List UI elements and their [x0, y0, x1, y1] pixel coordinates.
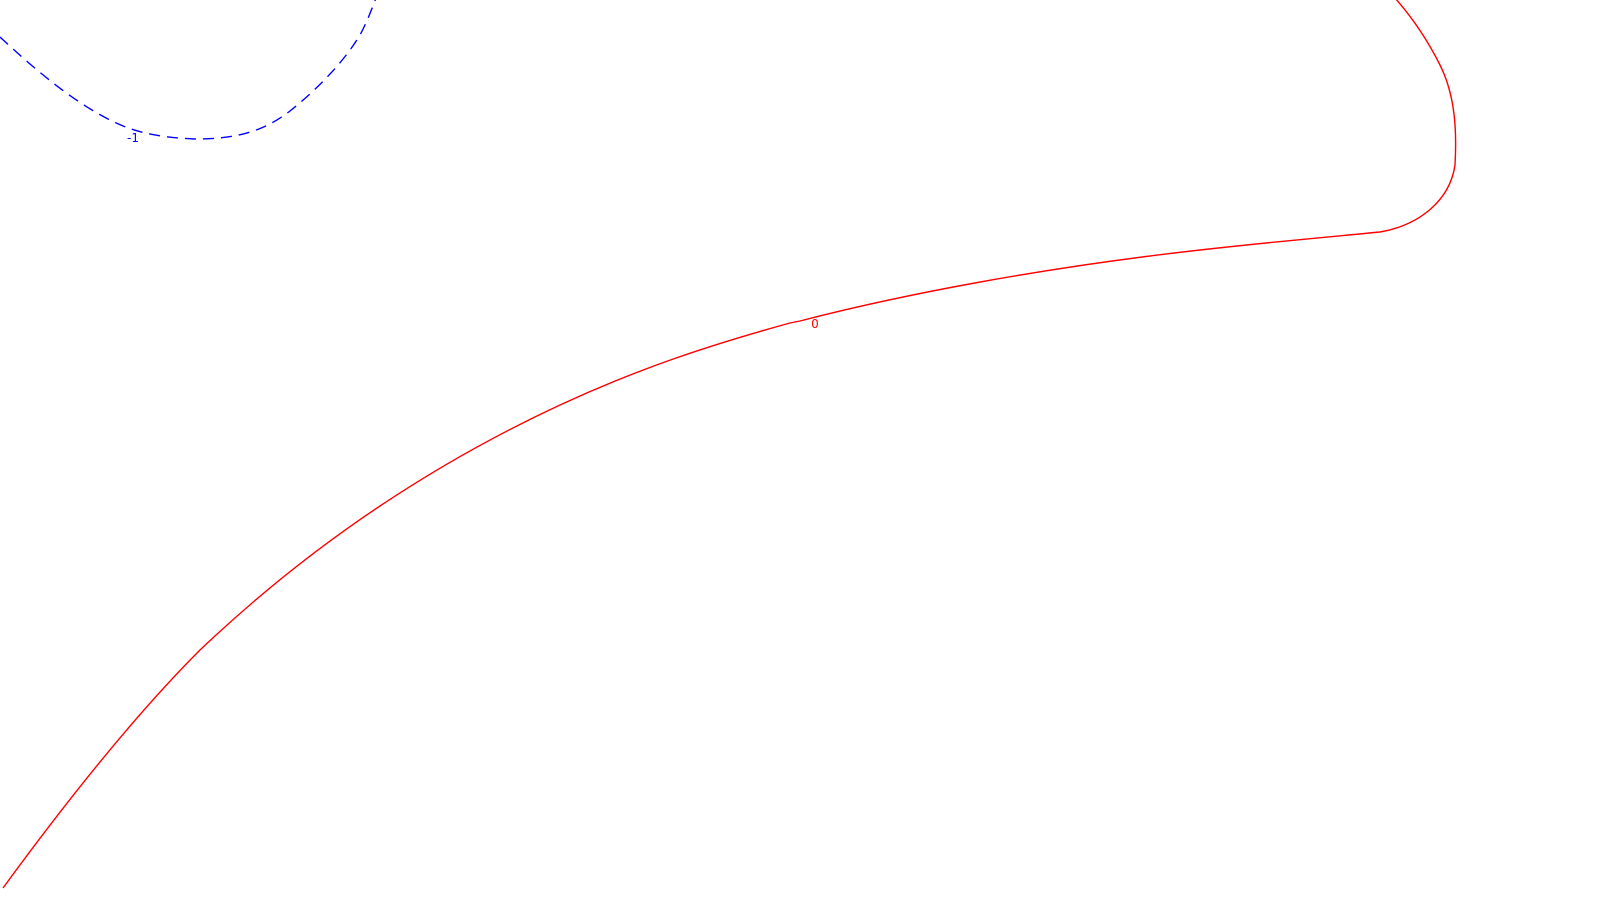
contour-label-neg1: -1: [127, 131, 139, 145]
contour-line-zero: [2, 0, 1457, 889]
contour-label-zero: 0: [811, 317, 819, 331]
